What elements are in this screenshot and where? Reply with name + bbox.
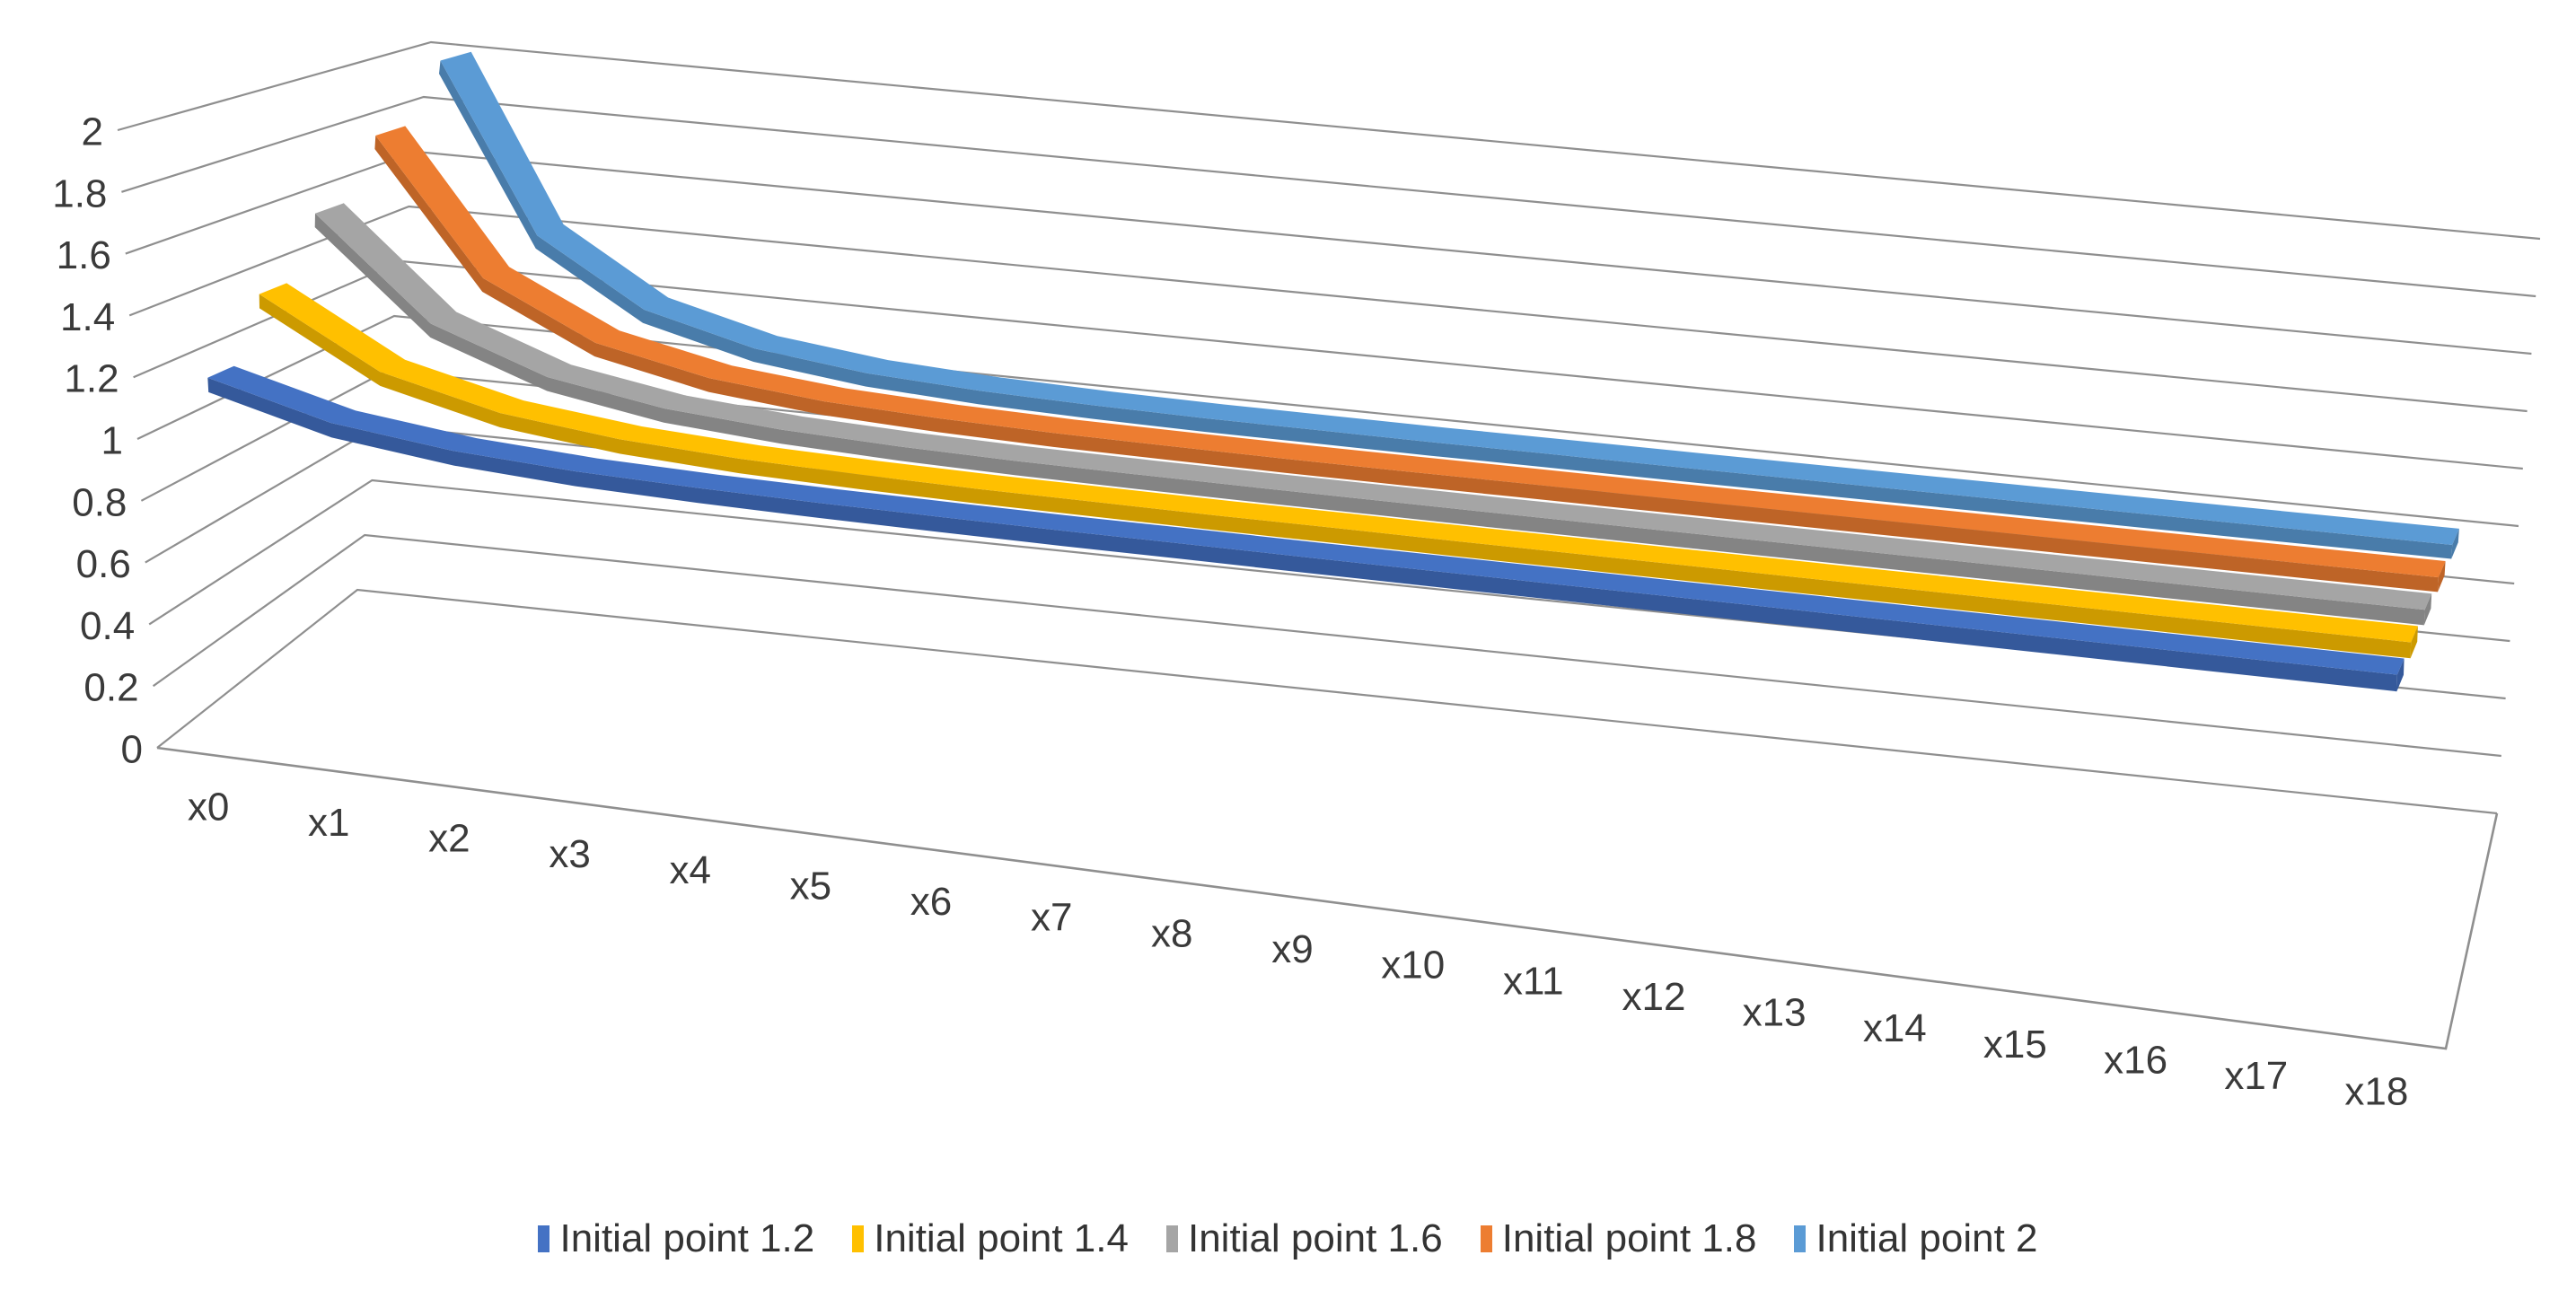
y-gridline-1.4 bbox=[128, 205, 2528, 413]
y-gridline-1 bbox=[136, 314, 2519, 528]
y-axis-tick-label: 0.8 bbox=[72, 480, 127, 524]
legend-label: Initial point 2 bbox=[1816, 1216, 2038, 1260]
legend-label: Initial point 1.6 bbox=[1187, 1216, 1443, 1260]
x-axis-category-label: x8 bbox=[1151, 911, 1192, 955]
x-axis-category-label: x2 bbox=[428, 817, 470, 861]
series-ribbon-initial-point-1-6[interactable] bbox=[314, 203, 2432, 626]
y-axis-tick-label: 1.8 bbox=[52, 171, 107, 215]
x-axis-category-label: x16 bbox=[2104, 1038, 2167, 1082]
y-gridline-2 bbox=[117, 40, 2541, 241]
y-axis-tick-label: 0.6 bbox=[76, 542, 131, 586]
legend-marker-icon bbox=[1480, 1225, 1492, 1252]
legend: Initial point 1.2 Initial point 1.4 Initia… bbox=[0, 1219, 2576, 1259]
legend-item-initial-point-1-8[interactable]: Initial point 1.8 bbox=[1480, 1216, 1757, 1260]
x-axis-category-label: x15 bbox=[1983, 1023, 2047, 1067]
y-axis-tick-label: 2 bbox=[82, 110, 103, 154]
ribbon-end-cap bbox=[2396, 658, 2405, 692]
x-axis-category-label: x12 bbox=[1622, 975, 1686, 1019]
ribbon-end-cap bbox=[2438, 561, 2446, 593]
series-ribbon-initial-point-2[interactable] bbox=[439, 51, 2459, 559]
x-axis-category-label: x1 bbox=[308, 801, 349, 845]
series-ribbon-initial-point-1-4[interactable] bbox=[259, 283, 2418, 659]
ribbon-front-face bbox=[259, 294, 2412, 659]
y-axis-tick-label: 1.2 bbox=[64, 357, 119, 401]
x-axis-category-label: x11 bbox=[1503, 959, 1564, 1003]
ribbon-end-cap bbox=[2410, 626, 2418, 659]
ribbon-end-cap bbox=[2451, 528, 2459, 559]
ribbon-top-face bbox=[259, 283, 2418, 643]
x-axis-category-label: x17 bbox=[2224, 1054, 2288, 1098]
y-axis-tick-label: 0.2 bbox=[84, 666, 138, 710]
x-axis-category-label: x14 bbox=[1863, 1006, 1927, 1050]
x-axis-category-label: x6 bbox=[910, 880, 952, 924]
legend-item-initial-point-1-4[interactable]: Initial point 1.4 bbox=[852, 1219, 1129, 1259]
y-axis-tick-label: 1.6 bbox=[57, 233, 111, 277]
legend-marker-icon bbox=[1165, 1225, 1178, 1252]
floor-outline bbox=[156, 746, 2499, 1050]
ribbon-top-face bbox=[207, 365, 2405, 675]
x-axis-category-label: x10 bbox=[1381, 944, 1445, 988]
x-axis-category-label: x5 bbox=[790, 865, 831, 909]
y-axis-tick-label: 1.4 bbox=[60, 295, 115, 339]
legend-marker-icon bbox=[852, 1225, 865, 1252]
y-axis-tick-label: 0 bbox=[121, 728, 143, 772]
legend-label: Initial point 1.4 bbox=[874, 1216, 1129, 1260]
x-axis-category-label: x7 bbox=[1031, 896, 1072, 940]
legend-item-initial-point-1-2[interactable]: Initial point 1.2 bbox=[538, 1219, 814, 1259]
y-axis-tick-label: 1 bbox=[101, 419, 123, 463]
y-gridline-0.2 bbox=[152, 533, 2501, 758]
y-gridline-0 bbox=[156, 588, 2498, 815]
x-axis-category-label: x4 bbox=[669, 848, 710, 892]
x-axis-category-label: x18 bbox=[2344, 1070, 2408, 1114]
legend-marker-icon bbox=[538, 1225, 550, 1252]
legend-marker-icon bbox=[1794, 1225, 1807, 1252]
ribbon-front-face bbox=[207, 377, 2397, 692]
legend-item-initial-point-1-6[interactable]: Initial point 1.6 bbox=[1165, 1216, 1443, 1260]
series-ribbon-initial-point-1-2[interactable] bbox=[207, 365, 2405, 692]
x-axis-category-label: x3 bbox=[549, 832, 590, 876]
x-axis-category-label: x13 bbox=[1743, 991, 1807, 1035]
ribbon-top-face bbox=[315, 203, 2432, 610]
y-axis-tick-label: 0.4 bbox=[80, 604, 135, 648]
series-ribbon-initial-point-1-8[interactable] bbox=[374, 126, 2446, 593]
ribbon-end-cap bbox=[2423, 593, 2432, 626]
legend-label: Initial point 1.2 bbox=[559, 1216, 815, 1260]
x-axis-category-label: x0 bbox=[188, 785, 229, 829]
legend-item-initial-point-2[interactable]: Initial point 2 bbox=[1794, 1216, 2038, 1260]
y-gridline-1.8 bbox=[121, 95, 2536, 298]
x-axis-category-label: x9 bbox=[1271, 927, 1313, 971]
legend-label: Initial point 1.8 bbox=[1501, 1216, 1757, 1260]
